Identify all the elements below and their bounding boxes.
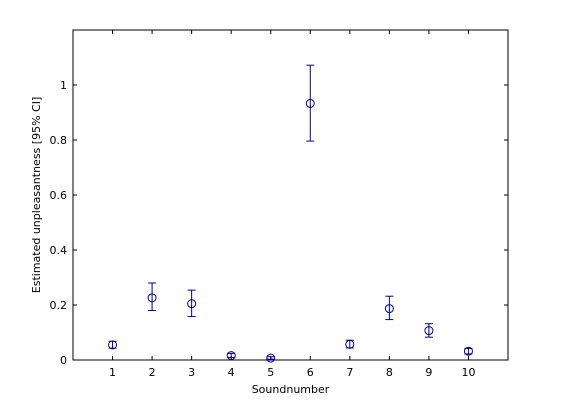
data-point-marker xyxy=(187,299,197,309)
data-series xyxy=(108,64,473,363)
data-point-marker xyxy=(226,351,236,361)
y-axis-label: Estimated unpleasantness [95% CI] xyxy=(30,97,43,293)
data-point-marker xyxy=(384,304,394,314)
data-point-marker xyxy=(305,98,315,108)
y-tick-label: 0.6 xyxy=(50,189,68,202)
plot-area xyxy=(72,29,509,361)
x-tick-label: 1 xyxy=(109,366,116,379)
data-point-marker xyxy=(424,326,434,336)
x-tick-label: 9 xyxy=(425,366,432,379)
x-axis-ticks: 1 2 3 4 5 6 7 8 9 10 xyxy=(109,30,475,379)
data-point-marker xyxy=(266,353,276,363)
data-point-marker xyxy=(147,293,157,303)
y-tick-label: 0.8 xyxy=(50,134,68,147)
x-tick-label: 4 xyxy=(228,366,235,379)
y-tick-label: 0.4 xyxy=(50,244,68,257)
data-point-marker xyxy=(108,340,118,350)
x-tick-label: 5 xyxy=(267,366,274,379)
y-axis-ticks: 0 0.2 0.4 0.6 0.8 1 xyxy=(50,79,508,367)
x-axis-label: Soundnumber xyxy=(252,383,330,396)
x-tick-label: 8 xyxy=(386,366,393,379)
x-tick-label: 2 xyxy=(149,366,156,379)
x-tick-label: 3 xyxy=(188,366,195,379)
x-tick-label: 10 xyxy=(461,366,475,379)
data-point-marker xyxy=(345,339,355,349)
y-tick-label: 1 xyxy=(60,79,67,92)
x-tick-label: 6 xyxy=(307,366,314,379)
data-point-marker xyxy=(463,346,473,356)
y-tick-label: 0.2 xyxy=(50,299,68,312)
x-tick-label: 7 xyxy=(346,366,353,379)
y-tick-label: 0 xyxy=(60,354,67,367)
